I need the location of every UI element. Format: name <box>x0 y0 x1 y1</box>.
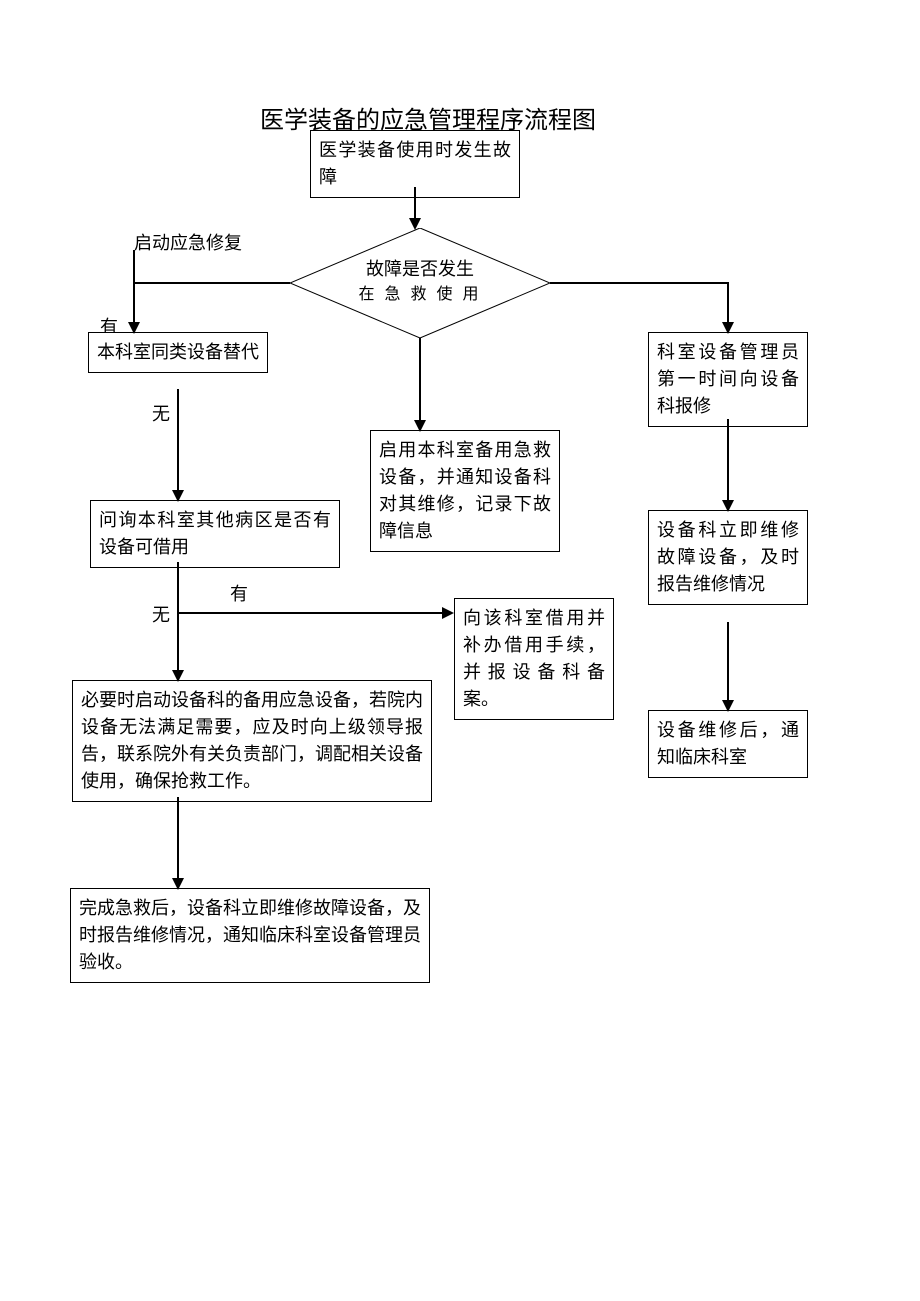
node-replace: 本科室同类设备替代 <box>88 332 268 373</box>
edge-inquire-escalate <box>177 562 179 672</box>
arrow-repair-notify <box>722 700 734 712</box>
node-borrow: 向该科室借用并补办借用手续，并报设备科备案。 <box>454 598 614 720</box>
arrow-replace-inquire <box>172 490 184 502</box>
edge-decision-right-v <box>727 282 729 324</box>
edge-escalate-complete <box>177 797 179 880</box>
node-repair: 设备科立即维修故障设备，及时报告维修情况 <box>648 510 808 605</box>
node-decision: 故障是否发生 在 急 救 使 用 <box>290 228 550 338</box>
edge-decision-right-h <box>550 282 728 284</box>
node-inquire: 问询本科室其他病区是否有设备可借用 <box>90 500 340 568</box>
arrow-start-decision <box>409 218 421 230</box>
label-none2: 无 <box>152 601 170 627</box>
arrow-inquire-borrow <box>442 607 454 619</box>
node-report: 科室设备管理员第一时间向设备科报修 <box>648 332 808 427</box>
label-none1: 无 <box>152 400 170 426</box>
edge-decision-backup <box>419 338 421 422</box>
arrow-report-repair <box>722 500 734 512</box>
edge-inquire-borrow <box>178 612 444 614</box>
arrow-escalate-complete <box>172 878 184 890</box>
edge-decision-left-h <box>133 282 290 284</box>
edge-replace-inquire <box>177 389 179 492</box>
arrow-decision-report <box>722 322 734 334</box>
edge-repair-notify <box>727 622 729 702</box>
label-activate: 启动应急修复 <box>134 229 242 255</box>
edge-report-repair <box>727 419 729 502</box>
arrow-decision-backup <box>414 420 426 432</box>
label-has2: 有 <box>230 580 248 606</box>
decision-text-1: 故障是否发生 <box>290 256 550 283</box>
node-escalate: 必要时启动设备科的备用应急设备，若院内设备无法满足需要，应及时向上级领导报告，联… <box>72 680 432 802</box>
edge-decision-left-v <box>133 250 135 324</box>
node-notify: 设备维修后，通知临床科室 <box>648 710 808 778</box>
arrow-inquire-escalate <box>172 670 184 682</box>
node-backup-use: 启用本科室备用急救设备，并通知设备科对其维修，记录下故障信息 <box>370 430 560 552</box>
decision-text-2: 在 急 救 使 用 <box>290 283 550 307</box>
node-complete: 完成急救后，设备科立即维修故障设备，及时报告维修情况，通知临床科室设备管理员验收… <box>70 888 430 983</box>
edge-start-decision <box>414 187 416 220</box>
arrow-decision-replace <box>128 322 140 334</box>
